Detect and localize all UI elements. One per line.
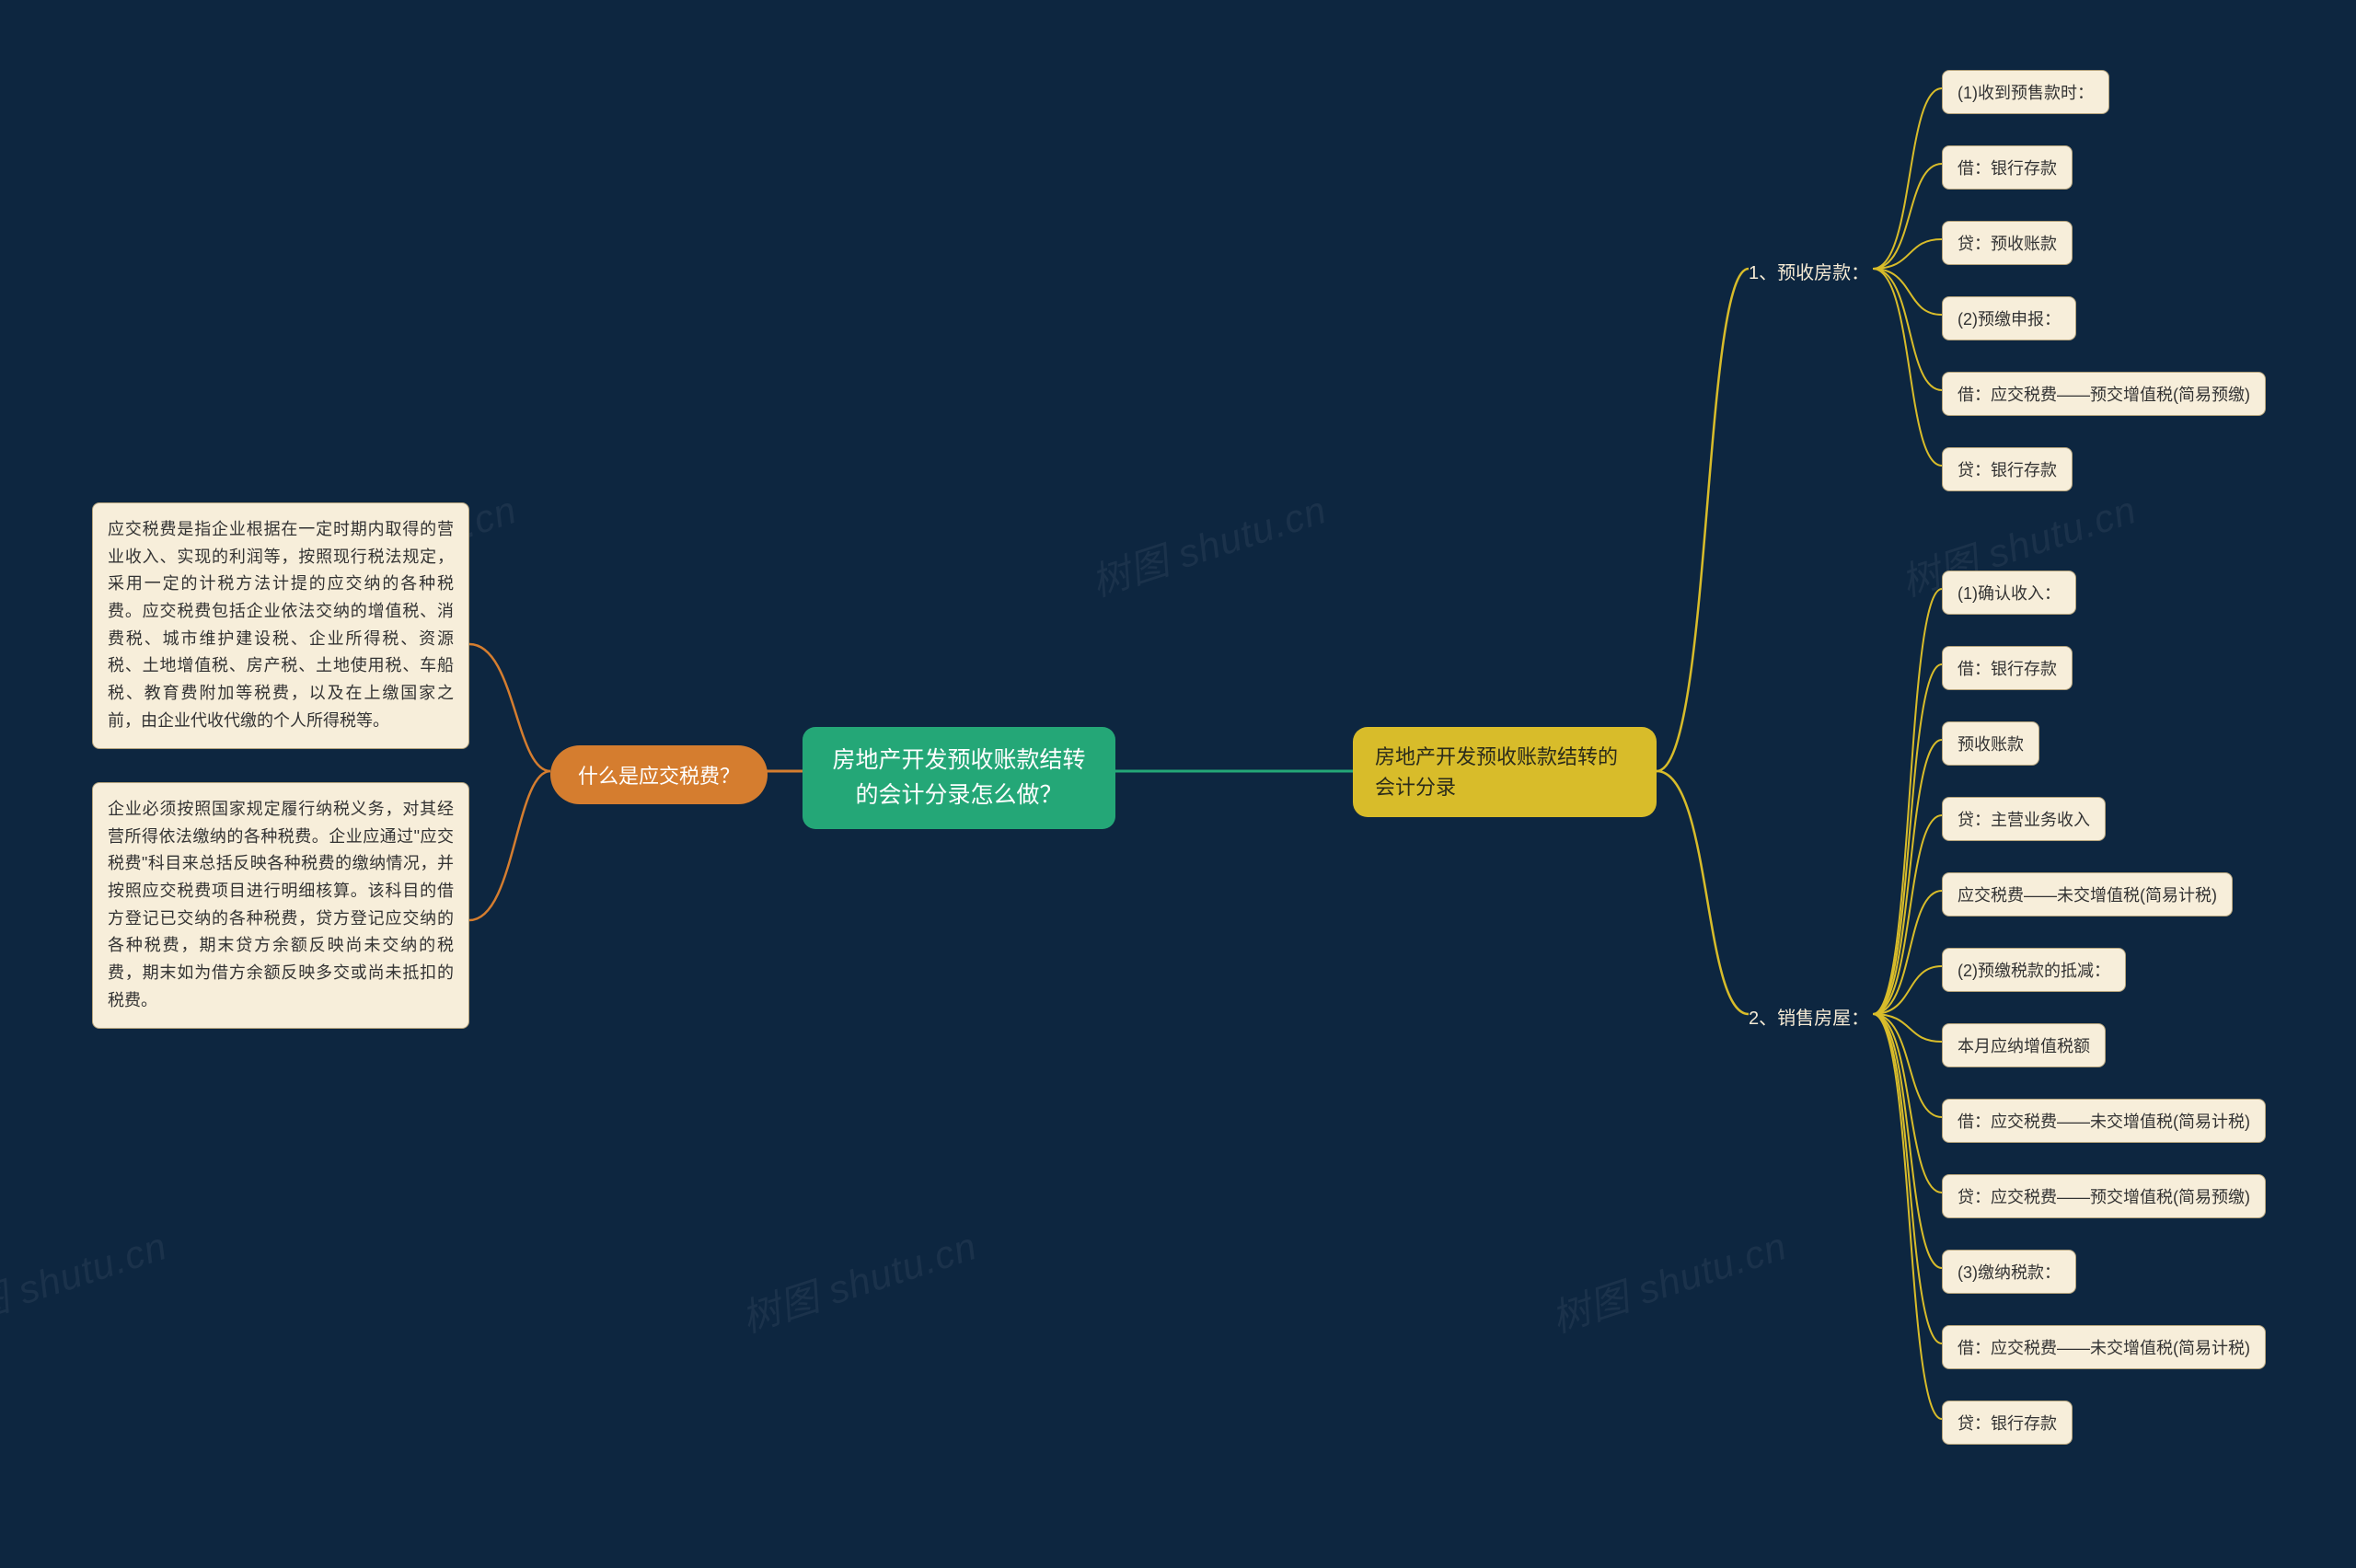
leaf-node: (3)缴纳税款： bbox=[1942, 1250, 2076, 1294]
leaf-node: 借：银行存款 bbox=[1942, 145, 2073, 190]
leaf-node: 借：银行存款 bbox=[1942, 646, 2073, 690]
leaf-node: 贷：预收账款 bbox=[1942, 221, 2073, 265]
leaf-node: 贷：银行存款 bbox=[1942, 447, 2073, 491]
leaf-node: 借：应交税费——预交增值税(简易预缴) bbox=[1942, 372, 2266, 416]
sub-2-label: 2、销售房屋： bbox=[1749, 1009, 1869, 1029]
leaf-node: 预收账款 bbox=[1942, 721, 2039, 766]
leaf-node: (1)确认收入： bbox=[1942, 571, 2076, 615]
sub-node-1[interactable]: 1、预收房款： bbox=[1749, 258, 1869, 284]
left-para-1-text: 应交税费是指企业根据在一定时期内取得的营业收入、实现的利润等，按照现行税法规定，… bbox=[108, 520, 454, 730]
leaf-node: (2)预缴申报： bbox=[1942, 296, 2076, 340]
root-label: 房地产开发预收账款结转的会计分录怎么做？ bbox=[832, 747, 1085, 808]
leaf-node: (1)收到预售款时： bbox=[1942, 70, 2109, 114]
branch-right-node[interactable]: 房地产开发预收账款结转的会计分录 bbox=[1353, 727, 1657, 817]
branch-right-label: 房地产开发预收账款结转的会计分录 bbox=[1375, 745, 1618, 799]
sub-node-2[interactable]: 2、销售房屋： bbox=[1749, 1003, 1869, 1030]
leaf-node: (2)预缴税款的抵减： bbox=[1942, 948, 2126, 992]
left-para-2-text: 企业必须按照国家规定履行纳税义务，对其经营所得依法缴纳的各种税费。企业应通过"应… bbox=[108, 800, 454, 1009]
leaf-node: 本月应纳增值税额 bbox=[1942, 1023, 2106, 1067]
branch-left-node[interactable]: 什么是应交税费？ bbox=[550, 745, 768, 804]
leaf-node: 贷：银行存款 bbox=[1942, 1401, 2073, 1445]
leaf-node: 借：应交税费——未交增值税(简易计税) bbox=[1942, 1099, 2266, 1143]
leaf-node: 贷：主营业务收入 bbox=[1942, 797, 2106, 841]
sub-1-label: 1、预收房款： bbox=[1749, 263, 1869, 283]
leaf-node: 借：应交税费——未交增值税(简易计税) bbox=[1942, 1325, 2266, 1369]
left-para-1: 应交税费是指企业根据在一定时期内取得的营业收入、实现的利润等，按照现行税法规定，… bbox=[92, 502, 469, 749]
leaf-node: 应交税费——未交增值税(简易计税) bbox=[1942, 872, 2233, 917]
left-para-2: 企业必须按照国家规定履行纳税义务，对其经营所得依法缴纳的各种税费。企业应通过"应… bbox=[92, 782, 469, 1029]
branch-left-label: 什么是应交税费？ bbox=[578, 765, 740, 788]
leaf-node: 贷：应交税费——预交增值税(简易预缴) bbox=[1942, 1174, 2266, 1218]
root-node[interactable]: 房地产开发预收账款结转的会计分录怎么做？ bbox=[803, 727, 1115, 829]
